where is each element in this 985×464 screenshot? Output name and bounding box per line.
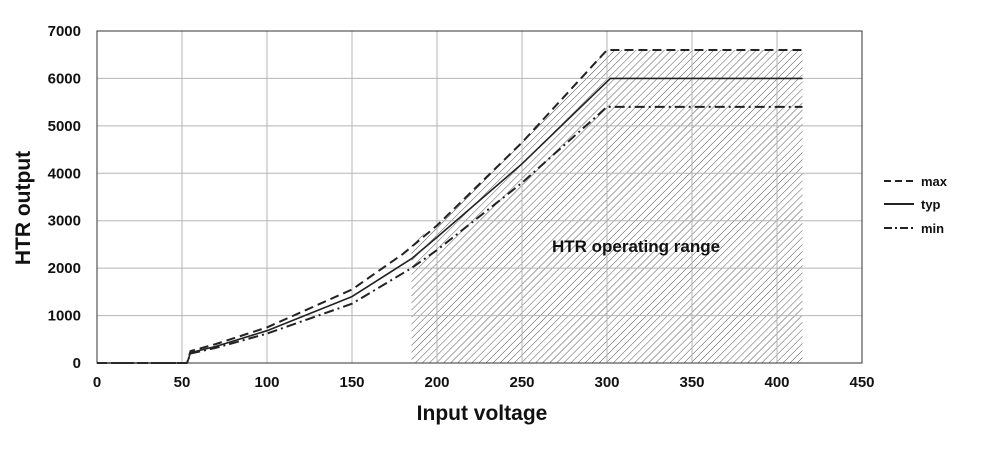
plot-frame: [96, 30, 863, 364]
x-tick-label-6: 300: [594, 374, 619, 391]
x-tick-label-5: 250: [509, 374, 534, 391]
legend: max typ min: [884, 174, 948, 236]
y-tick-label-3: 3000: [48, 213, 81, 230]
tick-label-layer: 0 50 100 150 200 250 300 350 400 450 0 1000 2000 3000…: [48, 23, 875, 391]
x-tick-label-7: 350: [679, 374, 704, 391]
x-tick-label-0: 0: [93, 374, 101, 391]
x-axis-title: Input voltage: [417, 402, 548, 425]
legend-label-typ: typ: [921, 197, 941, 212]
series-layer: [97, 49, 803, 364]
x-tick-label-2: 100: [254, 374, 279, 391]
x-tick-label-1: 50: [174, 374, 191, 391]
legend-item-max: max: [884, 174, 948, 189]
y-tick-label-7: 7000: [48, 23, 81, 40]
legend-item-typ: typ: [884, 197, 941, 212]
x-tick-label-3: 150: [339, 374, 364, 391]
series-line-typ: [97, 77, 803, 364]
series-line-min: [97, 105, 803, 364]
y-tick-label-6: 6000: [48, 70, 81, 87]
x-tick-label-4: 200: [424, 374, 449, 391]
legend-label-min: min: [921, 221, 944, 236]
legend-label-max: max: [921, 174, 948, 189]
grid-layer: [97, 31, 862, 363]
y-tick-label-5: 5000: [48, 118, 81, 135]
y-tick-label-0: 0: [73, 355, 81, 372]
y-axis-title: HTR output: [12, 151, 35, 265]
y-tick-label-1: 1000: [48, 308, 81, 325]
region-label: HTR operating range: [552, 237, 720, 256]
legend-item-min: min: [884, 221, 944, 236]
y-tick-label-4: 4000: [48, 165, 81, 182]
x-tick-label-9: 450: [849, 374, 874, 391]
y-tick-label-2: 2000: [48, 260, 81, 277]
x-tick-label-8: 400: [764, 374, 789, 391]
